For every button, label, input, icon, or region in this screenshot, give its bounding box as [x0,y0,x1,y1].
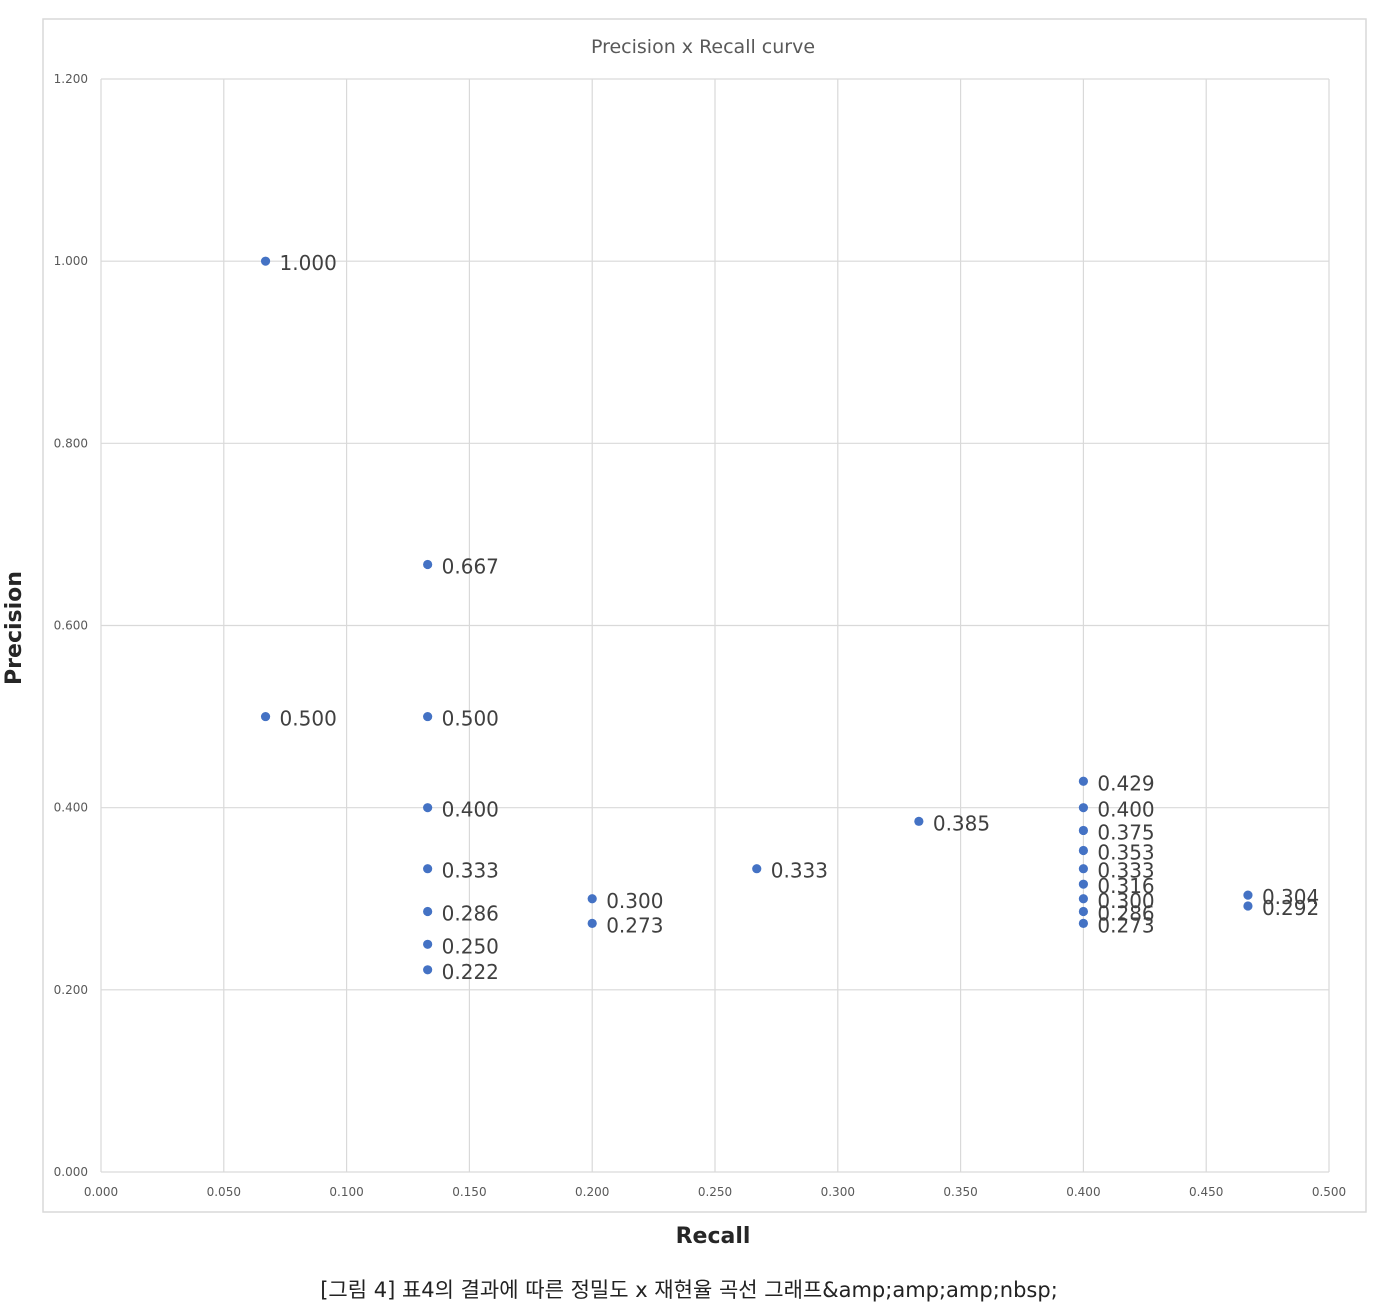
data-point [260,256,271,266]
x-tick-label: 0.100 [329,1185,363,1199]
y-tick-labels: 0.000 0.200 0.400 0.600 0.800 1.000 1.200 [54,72,88,1179]
data-point [1078,894,1088,904]
y-axis-label: Precision [2,571,27,685]
y-tick-label: 0.400 [54,801,88,815]
data-label: 0.385 [933,811,990,835]
x-tick-label: 0.500 [1312,1185,1346,1199]
x-tick-label: 0.400 [1066,1185,1100,1199]
gridlines [100,78,1330,1173]
data-point [1078,879,1088,889]
data-point [587,894,597,904]
data-label: 0.400 [1097,798,1154,822]
chart-title: Precision x Recall curve [591,36,815,58]
data-label: 0.316 [1097,874,1154,898]
data-point [423,906,433,917]
x-tick-labels: 0.000 0.050 0.100 0.150 0.200 0.250 0.300 0.350… [84,1185,1346,1199]
data-point [1078,776,1088,786]
data-point [423,965,433,975]
y-tick-label: 0.600 [54,619,88,633]
data-label: 0.273 [1097,913,1154,937]
data-label: 0.500 [280,707,337,731]
data-point [1243,901,1253,911]
data-point [1078,803,1088,813]
x-tick-label: 0.450 [1189,1185,1223,1199]
y-tick-label: 0.200 [54,983,88,997]
data-label: 0.300 [1097,889,1154,913]
x-tick-label: 0.150 [452,1185,486,1199]
data-point [1243,890,1253,900]
data-label: 0.273 [606,913,663,937]
data-label: 0.222 [442,960,499,984]
data-label: 0.250 [442,934,499,958]
data-point [914,816,924,826]
x-tick-label: 0.300 [821,1185,855,1199]
data-point [423,939,433,949]
data-point [423,711,433,722]
x-axis-label: Recall [676,1224,751,1249]
data-point [423,803,433,813]
data-point [260,711,271,722]
data-label: 0.286 [1097,902,1154,926]
x-tick-label: 0.050 [207,1185,241,1199]
x-tick-label: 0.200 [575,1185,609,1199]
data-points [260,256,1253,975]
data-label: 0.429 [1097,771,1154,795]
x-tick-label: 0.000 [84,1185,118,1199]
y-tick-label: 0.800 [54,436,88,450]
data-label: 0.333 [771,859,828,883]
data-point [752,864,762,874]
chart-area-border [42,18,1367,1213]
data-label: 0.353 [1097,840,1154,864]
data-point [1078,918,1088,928]
data-label: 0.304 [1262,885,1319,909]
figure-caption: [그림 4] 표4의 결과에 따른 정밀도 x 재현율 곡선 그래프&amp;a… [320,1278,1058,1302]
data-label: 0.286 [442,902,499,926]
data-point [423,864,433,874]
data-label: 0.500 [442,707,499,731]
data-point [1078,845,1088,856]
x-tick-label: 0.250 [698,1185,732,1199]
y-tick-label: 1.000 [54,254,88,268]
data-label: 1.000 [280,251,337,275]
x-tick-label: 0.350 [943,1185,977,1199]
data-point [1078,906,1088,917]
data-label: 0.333 [442,859,499,883]
y-tick-label: 0.000 [54,1165,88,1179]
data-point [587,918,597,928]
data-label: 0.300 [606,889,663,913]
data-labels: 1.000 0.500 0.667 0.500 0.400 0.333 0.286 0.250… [280,251,1320,984]
data-label: 0.400 [442,798,499,822]
data-label: 0.333 [1097,859,1154,883]
data-point [423,559,433,570]
data-point [1078,825,1088,836]
data-label: 0.375 [1097,820,1154,844]
data-label: 0.667 [442,554,499,578]
data-point [1078,864,1088,874]
data-label: 0.292 [1262,896,1319,920]
y-tick-label: 1.200 [54,72,88,86]
